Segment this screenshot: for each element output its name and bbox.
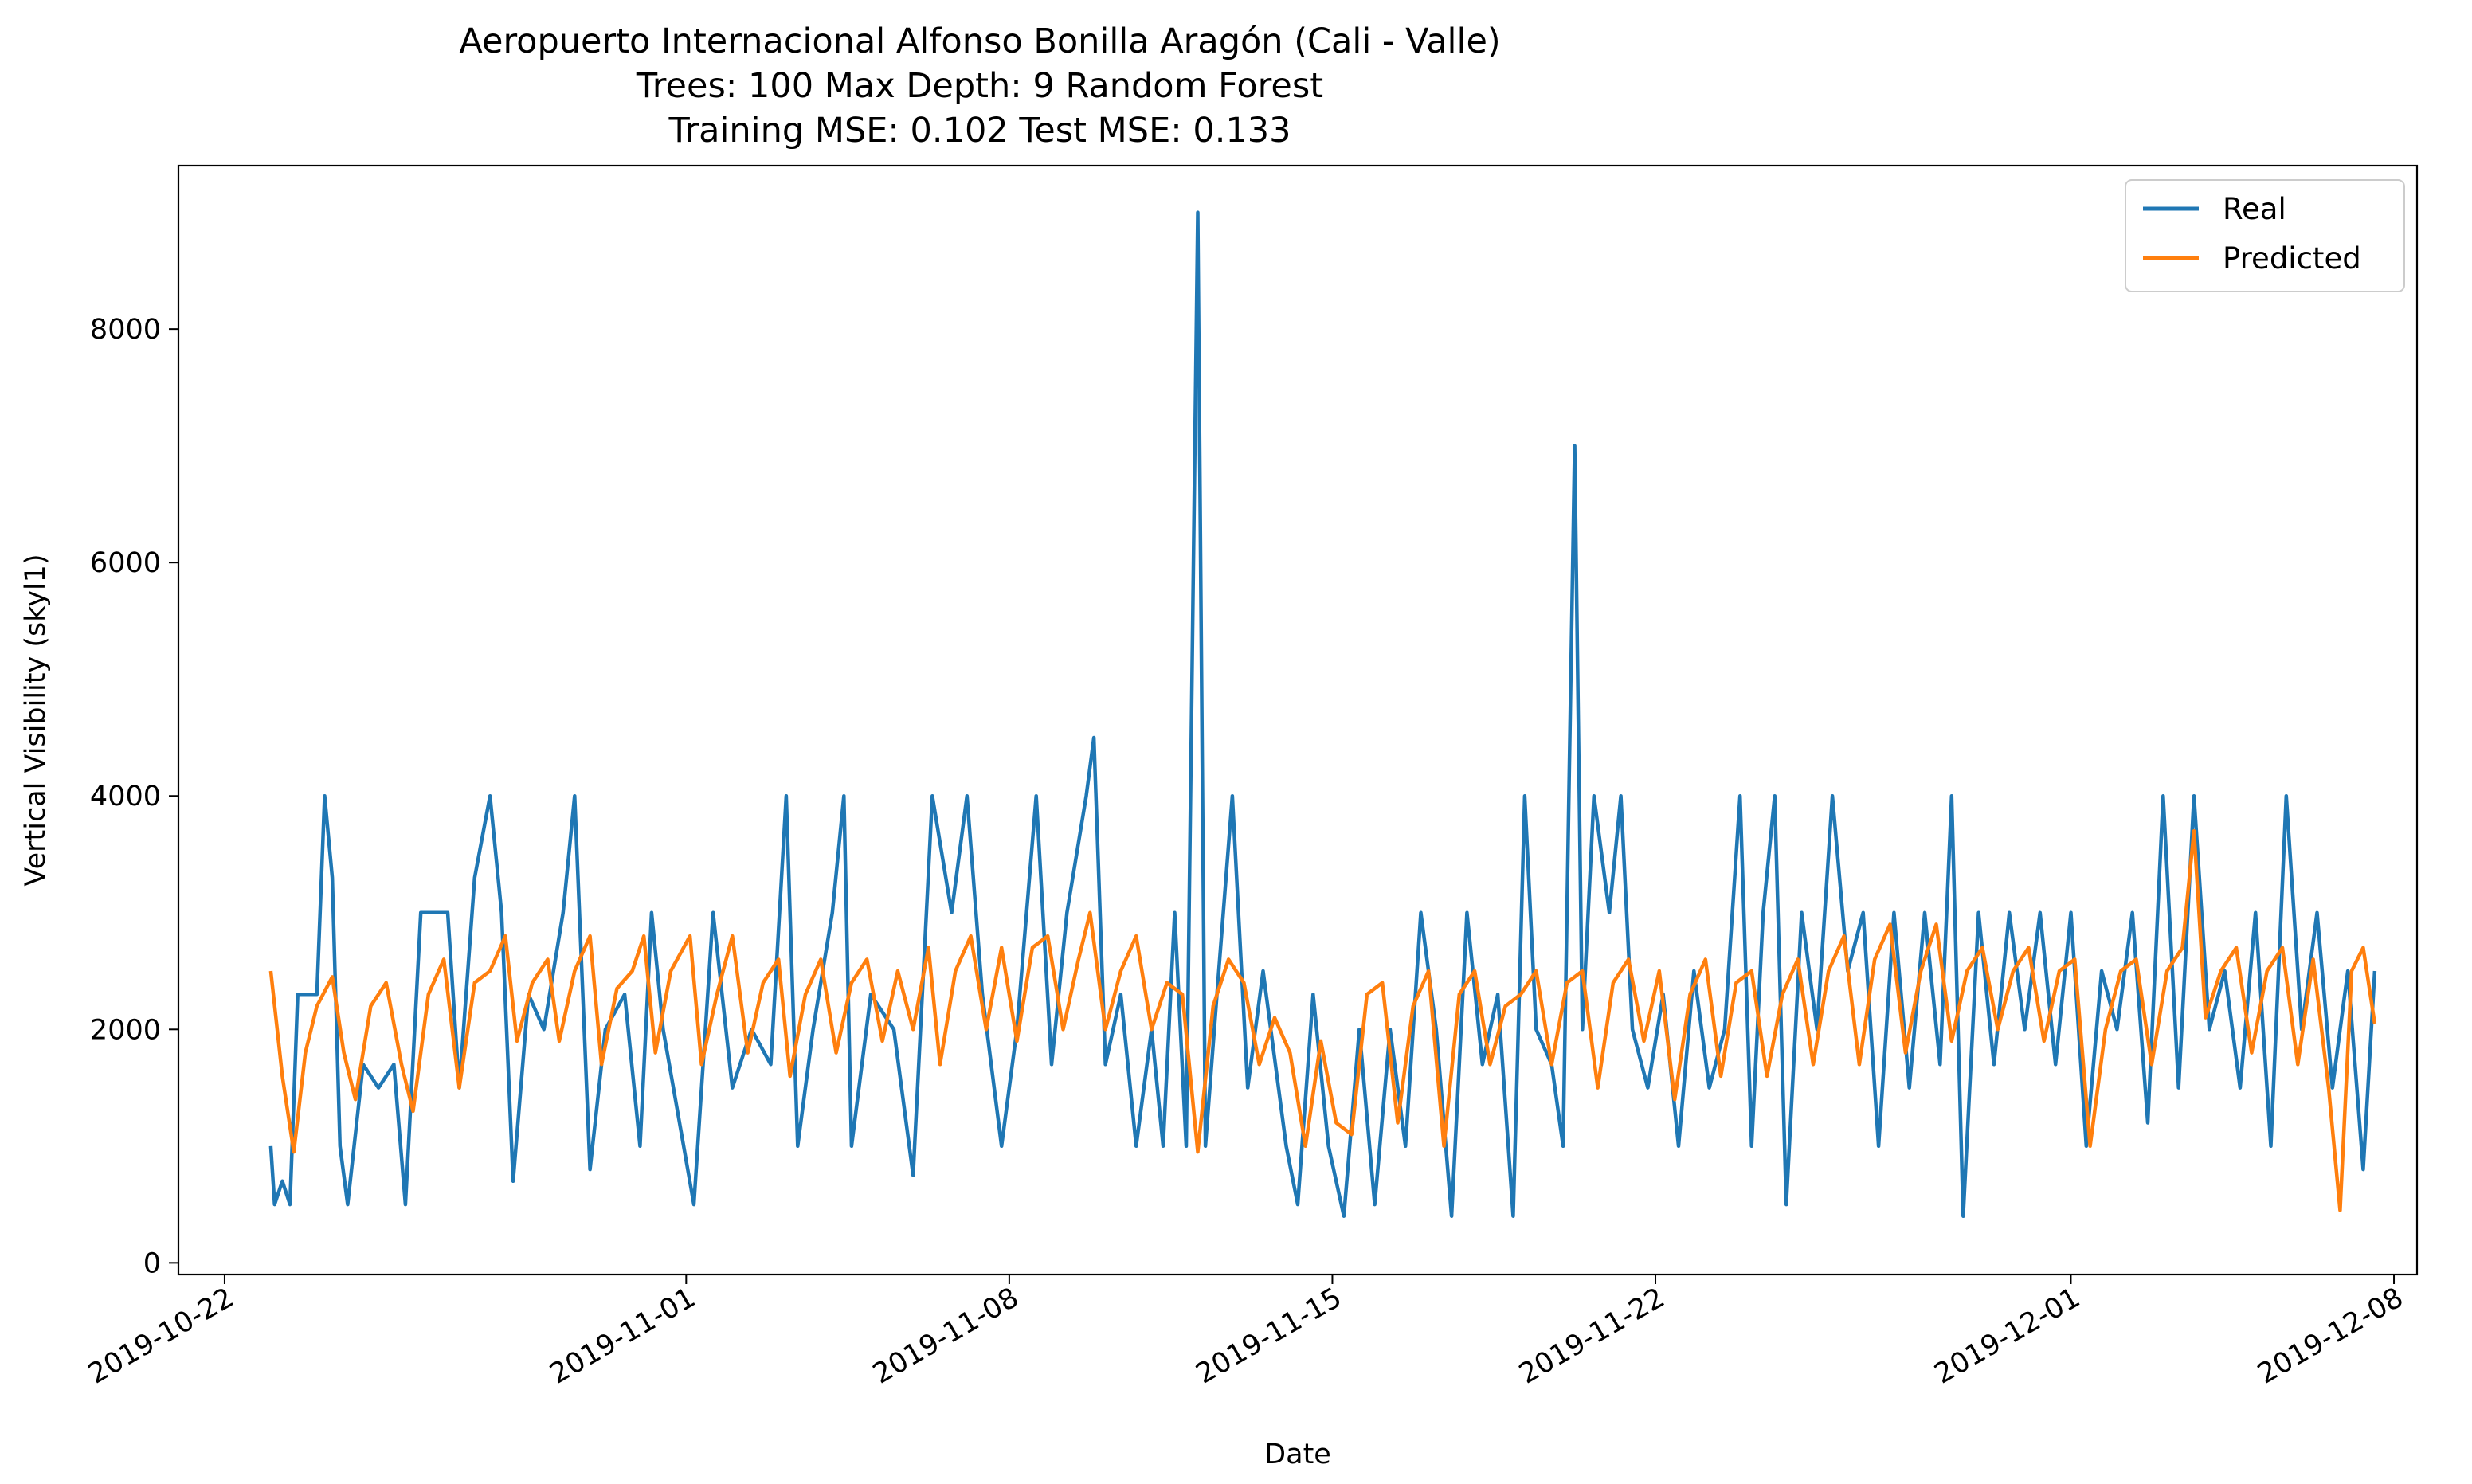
chart-title-line-3: Training MSE: 0.102 Test MSE: 0.133: [668, 111, 1291, 151]
series-line-predicted: [268, 828, 2377, 1212]
legend-label-predicted: Predicted: [2223, 241, 2361, 276]
y-tick-label: 8000: [90, 314, 161, 346]
y-tick-label: 0: [143, 1247, 161, 1279]
x-axis-label: Date: [1264, 1439, 1331, 1470]
legend-label-real: Real: [2223, 192, 2286, 226]
y-tick-label: 6000: [90, 547, 161, 579]
chart-title-line-1: Aeropuerto Internacional Alfonso Bonilla…: [459, 22, 1500, 61]
y-tick-label: 2000: [90, 1014, 161, 1046]
y-tick-label: 4000: [90, 781, 161, 812]
chart-title-line-2: Trees: 100 Max Depth: 9 Random Forest: [636, 66, 1323, 106]
plot-area: [177, 164, 2419, 1276]
y-axis-label: Vertical Visibility (skyl1): [20, 554, 52, 886]
series-line-real: [268, 210, 2377, 1218]
y-axis: 0 2000 4000 6000 8000: [90, 314, 178, 1279]
plot-frame: [177, 164, 2419, 1276]
series-layer: [268, 210, 2377, 1218]
legend: Real Predicted: [2125, 179, 2405, 292]
